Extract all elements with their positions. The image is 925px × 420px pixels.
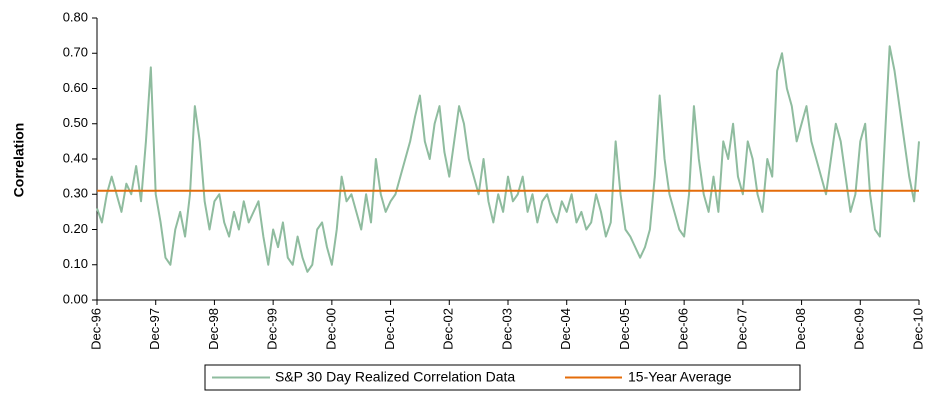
legend-box: [204, 364, 801, 391]
x-tick-label: Dec-99: [265, 308, 280, 350]
x-tick-label: Dec-05: [617, 308, 632, 350]
y-tick-label: 0.60: [63, 80, 88, 95]
x-tick-label: Dec-09: [852, 308, 867, 350]
y-tick-label: 0.70: [63, 45, 88, 60]
y-tick-label: 0.50: [63, 115, 88, 130]
x-tick-label: Dec-01: [382, 308, 397, 350]
series-line: [96, 45, 920, 273]
y-tick-label: 0.80: [63, 9, 88, 24]
legend-label: S&P 30 Day Realized Correlation Data: [275, 369, 515, 385]
x-tick-label: Dec-98: [206, 308, 221, 350]
y-axis-label: Correlation: [11, 123, 27, 198]
x-tick-label: Dec-02: [441, 308, 456, 350]
x-tick-label: Dec-96: [88, 308, 103, 350]
x-tick-label: Dec-08: [793, 308, 808, 350]
x-tick-label: Dec-97: [147, 308, 162, 350]
legend-label: 15-Year Average: [628, 369, 732, 385]
y-tick-label: 0.00: [63, 291, 88, 306]
x-tick-label: Dec-03: [499, 308, 514, 350]
x-tick-label: Dec-10: [910, 308, 925, 350]
x-tick-label: Dec-04: [558, 308, 573, 350]
x-tick-label: Dec-07: [734, 308, 749, 350]
x-tick-label: Dec-06: [676, 308, 691, 350]
y-tick-label: 0.40: [63, 150, 88, 165]
y-tick-label: 0.30: [63, 186, 88, 201]
y-tick-label: 0.20: [63, 221, 88, 236]
y-tick-label: 0.10: [63, 256, 88, 271]
x-tick-label: Dec-00: [323, 308, 338, 350]
